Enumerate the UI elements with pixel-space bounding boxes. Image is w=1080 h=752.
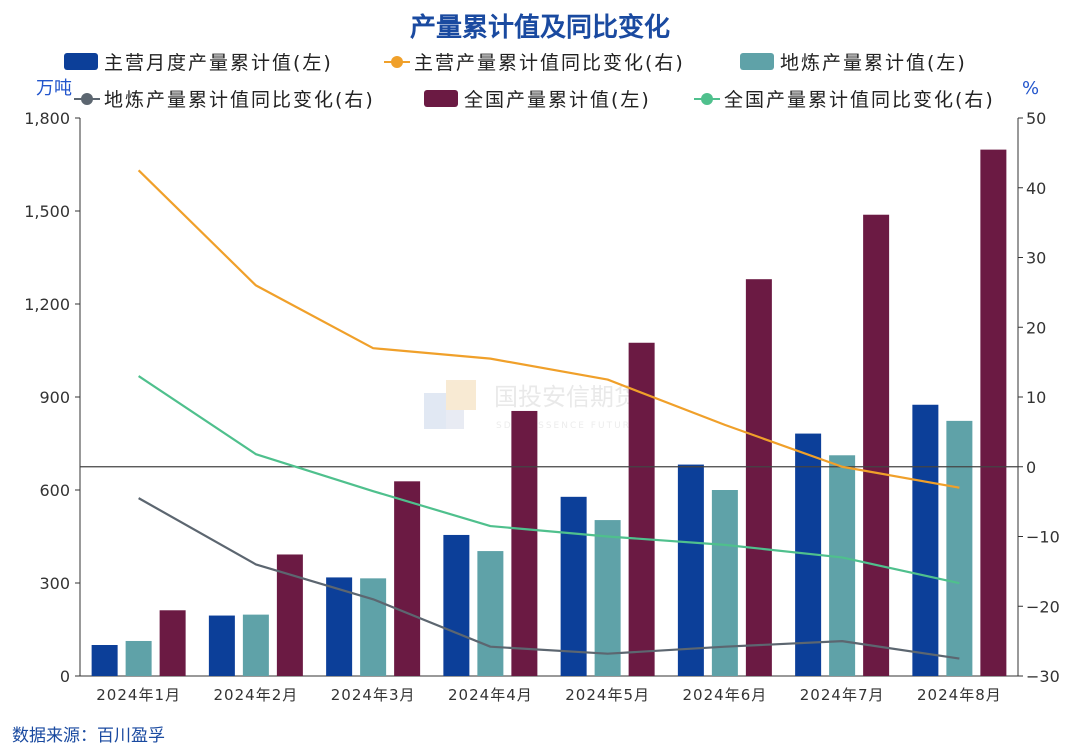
bar-series-3 xyxy=(980,149,1007,676)
bar-series-1 xyxy=(677,464,704,676)
bar-series-2 xyxy=(946,420,973,676)
data-source: 数据来源：百川盈孚 xyxy=(12,726,165,746)
right-axis-unit: % xyxy=(1022,78,1039,99)
bar-series-2 xyxy=(242,614,269,676)
legend-swatch-bar xyxy=(740,53,774,70)
bar-series-1 xyxy=(560,496,587,676)
right-tick-label: −10 xyxy=(1026,528,1060,547)
bar-series-1 xyxy=(326,577,353,676)
x-tick-label: 2024年8月 xyxy=(917,686,1002,704)
right-tick-label: 40 xyxy=(1026,179,1046,198)
legend-swatch-bar xyxy=(64,53,98,70)
x-tick-label: 2024年3月 xyxy=(331,686,416,704)
legend-swatch-bar xyxy=(424,90,458,107)
watermark: 国投安信期货 SDIC ESSENCE FUTURES xyxy=(424,380,646,431)
watermark-logo-block-b xyxy=(446,380,476,410)
bar-series-2 xyxy=(360,578,387,676)
bar-series-2 xyxy=(477,551,504,676)
watermark-subtext: SDIC ESSENCE FUTURES xyxy=(496,421,646,431)
bar-series-1 xyxy=(443,534,470,676)
x-tick-label: 2024年1月 xyxy=(96,686,181,704)
plot-area: 0 300 600 900 1,200 1,500 1,800 −30 −20 −10 0 10 20 3… xyxy=(24,109,1060,704)
legend-label: 地炼产量累计值(左) xyxy=(780,52,967,74)
legend-swatch-marker xyxy=(81,93,93,105)
line-series-3 xyxy=(138,375,960,585)
left-tick-label: 300 xyxy=(39,574,70,593)
right-tick-label: 10 xyxy=(1026,388,1046,407)
right-tick-label: 0 xyxy=(1026,458,1036,477)
watermark-logo-block-a xyxy=(424,393,446,429)
x-tick-label: 2024年7月 xyxy=(800,686,885,704)
left-tick-label: 1,200 xyxy=(24,295,70,314)
bar-series-3 xyxy=(511,410,538,676)
line-series-2 xyxy=(138,497,960,660)
left-axis-unit: 万吨 xyxy=(36,78,72,99)
right-tick-label: −30 xyxy=(1026,667,1060,686)
left-tick-label: 900 xyxy=(39,388,70,407)
bar-series-3 xyxy=(159,610,186,676)
legend-swatch-marker xyxy=(391,56,403,68)
legend-swatch-marker xyxy=(701,93,713,105)
bar-series-1 xyxy=(912,404,939,676)
legend-label: 主营产量累计值同比变化(右) xyxy=(414,52,685,74)
bar-series-3 xyxy=(394,481,421,676)
right-tick-label: 30 xyxy=(1026,249,1046,268)
bar-series-3 xyxy=(745,279,772,676)
right-tick-label: −20 xyxy=(1026,597,1060,616)
bar-series-3 xyxy=(628,342,655,676)
watermark-text: 国投安信期货 xyxy=(494,383,638,411)
left-tick-label: 1,500 xyxy=(24,202,70,221)
chart-title: 产量累计值及同比变化 xyxy=(410,12,670,43)
legend-label: 全国产量累计值同比变化(右) xyxy=(724,89,995,111)
x-tick-label: 2024年2月 xyxy=(214,686,299,704)
bar-series-1 xyxy=(91,645,118,676)
legend-label: 主营月度产量累计值(左) xyxy=(104,52,333,74)
watermark-logo-block-c xyxy=(446,410,464,429)
left-tick-label: 600 xyxy=(39,481,70,500)
right-tick-label: 50 xyxy=(1026,109,1046,128)
bar-series-3 xyxy=(863,214,890,676)
legend-label: 全国产量累计值(左) xyxy=(464,89,651,111)
left-tick-label: 1,800 xyxy=(24,109,70,128)
bar-series-2 xyxy=(711,490,738,676)
legend: 主营月度产量累计值(左) 主营产量累计值同比变化(右) 地炼产量累计值(左) 地炼产量… xyxy=(64,52,995,111)
bar-series-2 xyxy=(594,520,621,676)
x-tick-label: 2024年4月 xyxy=(448,686,533,704)
x-tick-label: 2024年6月 xyxy=(683,686,768,704)
legend-label: 地炼产量累计值同比变化(右) xyxy=(104,89,375,111)
line-series-1 xyxy=(137,169,960,489)
x-tick-label: 2024年5月 xyxy=(565,686,650,704)
right-tick-label: 20 xyxy=(1026,318,1046,337)
bar-series-2 xyxy=(829,455,856,676)
bar-series-1 xyxy=(208,615,235,676)
left-tick-label: 0 xyxy=(60,667,70,686)
bar-series-2 xyxy=(125,640,152,676)
